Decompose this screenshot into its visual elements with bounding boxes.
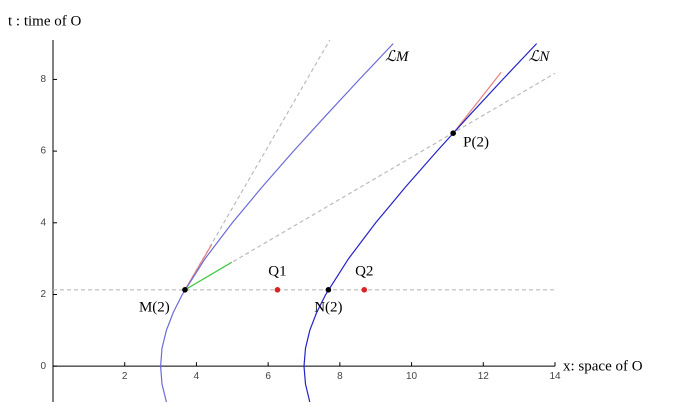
x-tick-label: 8 xyxy=(337,371,343,382)
y-tick-label: 8 xyxy=(40,74,46,85)
point-label: M(2) xyxy=(139,299,170,315)
world-line xyxy=(303,43,538,403)
series-label: ℒM xyxy=(385,49,410,65)
world-line xyxy=(159,43,394,403)
y-axis-label: t : time of O xyxy=(8,13,81,29)
event-point xyxy=(325,287,332,293)
guide-line xyxy=(184,261,233,291)
point-label: N(2) xyxy=(314,299,342,315)
guide-line xyxy=(184,39,331,291)
x-tick-label: 6 xyxy=(265,371,271,382)
y-tick-label: 0 xyxy=(40,361,46,372)
guide-line xyxy=(184,72,556,291)
event-point xyxy=(274,287,281,293)
y-tick-label: 2 xyxy=(40,289,46,300)
event-point xyxy=(182,287,188,293)
event-point xyxy=(450,130,456,136)
series-label: ℒN xyxy=(529,49,551,65)
x-axis-label: x: space of O xyxy=(563,358,643,374)
guide-line xyxy=(452,71,502,134)
y-tick-label: 4 xyxy=(40,217,46,228)
x-tick-label: 2 xyxy=(122,371,128,382)
x-tick-label: 12 xyxy=(478,371,490,382)
x-tick-label: 10 xyxy=(406,371,418,382)
x-tick-label: 4 xyxy=(194,371,200,382)
point-label: Q2 xyxy=(355,263,373,279)
x-tick-label: 14 xyxy=(549,371,561,382)
y-tick-label: 6 xyxy=(40,146,46,157)
point-label: P(2) xyxy=(463,135,489,151)
point-label: Q1 xyxy=(268,263,286,279)
event-point xyxy=(361,287,368,293)
